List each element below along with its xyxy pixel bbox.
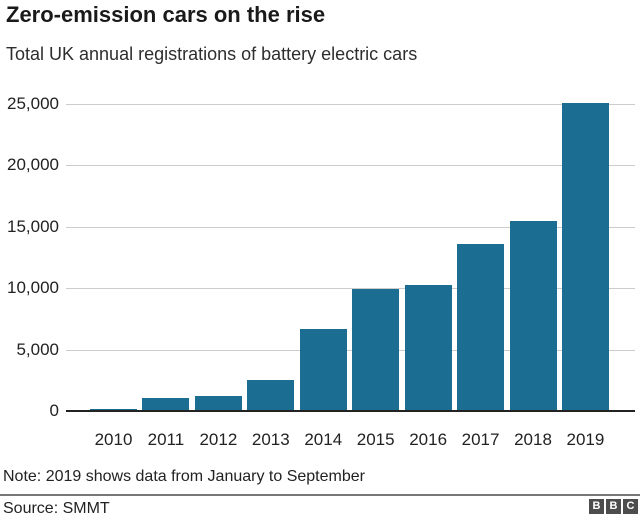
source-label: Source: SMMT: [3, 500, 110, 517]
x-tick-label: 2013: [251, 430, 290, 449]
bar-2019: [561, 103, 609, 411]
bars-row: [66, 103, 635, 411]
gridline-25000: [66, 104, 635, 105]
bar-2018: [509, 221, 557, 411]
chart-note: Note: 2019 shows data from January to Se…: [3, 468, 365, 485]
bar-2015: [352, 289, 400, 411]
y-tick-label: 10,000: [7, 278, 59, 298]
x-tick-label: 2010: [94, 430, 133, 449]
gridline-5000: [66, 349, 635, 351]
gridline-20000: [66, 165, 635, 167]
y-tick-label: 0: [49, 401, 59, 420]
y-tick-label: 15,000: [7, 216, 59, 236]
x-tick-label: 2017: [461, 430, 500, 449]
plot-area: 0 5,000 10,000 15,000 20,000 25,000: [7, 94, 635, 420]
bar-2017: [457, 244, 505, 411]
y-tick-label: 5,000: [16, 339, 59, 359]
y-tick-label: 25,000: [7, 94, 59, 113]
x-axis-labels: 2010 2011 2012 2013 2014 2015 2016 2017 2018 2019: [66, 429, 635, 451]
gridline-10000: [66, 288, 635, 290]
footer-divider: [0, 494, 640, 496]
bar-2012: [194, 396, 242, 411]
x-tick-label: 2014: [304, 430, 343, 449]
x-tick-label: 2012: [199, 430, 238, 449]
bar-2011: [142, 398, 190, 411]
x-tick-label: 2019: [566, 430, 605, 449]
logo-letter-block: C: [623, 499, 638, 514]
x-tick-label: 2015: [356, 430, 395, 449]
x-tick-label: 2011: [147, 430, 185, 449]
y-tick-label: 20,000: [7, 155, 59, 175]
bar-2013: [247, 380, 295, 411]
logo-letter-block: B: [589, 499, 604, 514]
x-axis-line: [66, 410, 635, 412]
gridline-15000: [66, 226, 635, 228]
chart-subtitle: Total UK annual registrations of battery…: [6, 44, 418, 64]
logo-letter-block: B: [606, 499, 621, 514]
x-tick-label: 2016: [409, 430, 448, 449]
x-tick-label: 2018: [514, 430, 552, 449]
bar-2016: [404, 285, 452, 411]
bar-2014: [299, 329, 347, 411]
chart-title: Zero-emission cars on the rise: [6, 2, 326, 27]
